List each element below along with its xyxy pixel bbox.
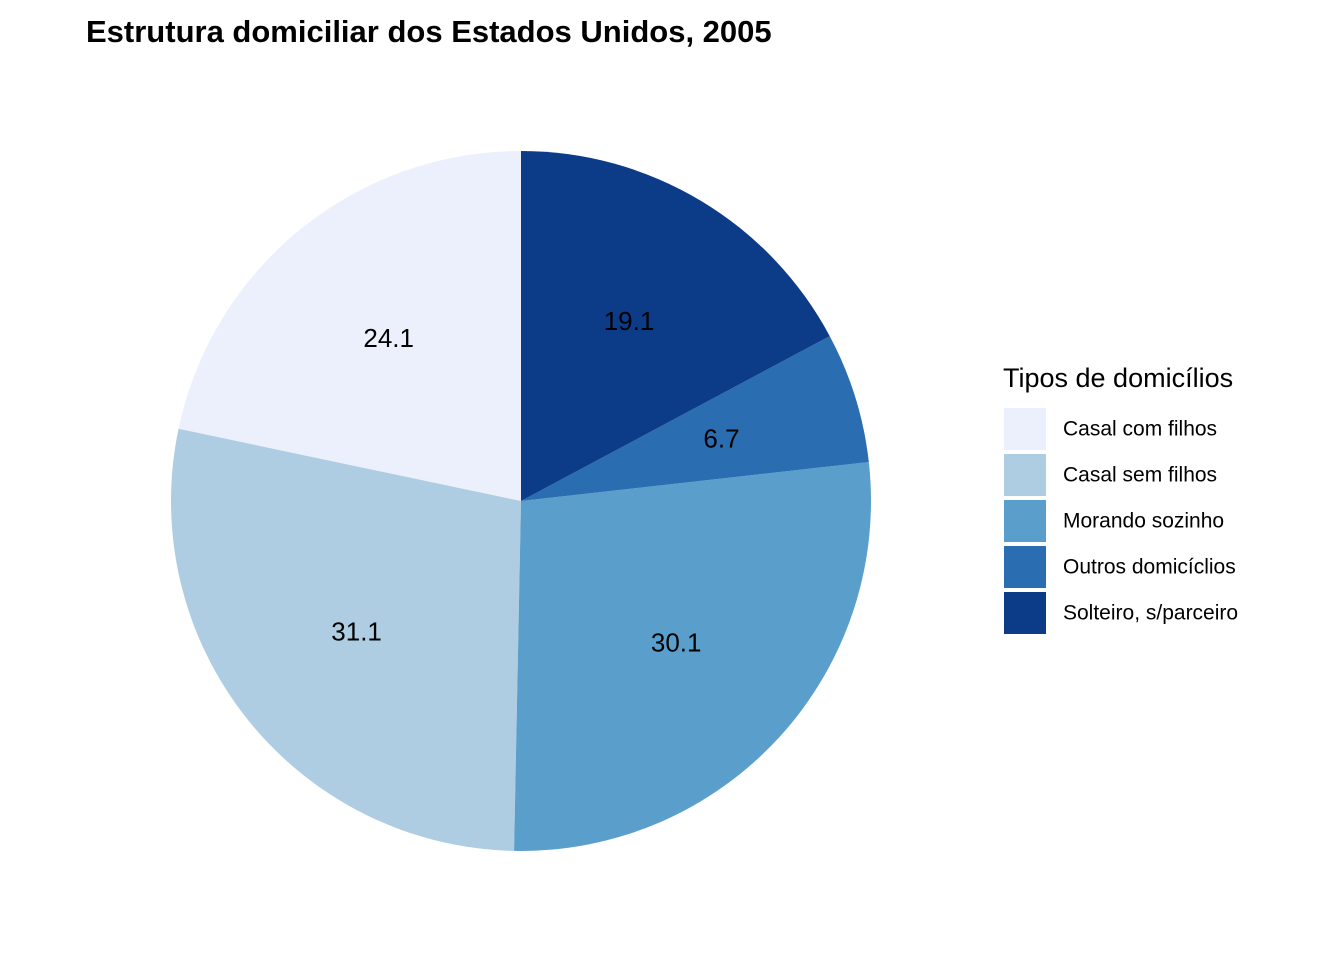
slice-value-label-0: 24.1 xyxy=(363,323,414,353)
legend-label-2: Morando sozinho xyxy=(1063,510,1224,533)
slice-value-label-4: 19.1 xyxy=(604,306,655,336)
slice-value-label-2: 30.1 xyxy=(651,628,702,658)
chart-title: Estrutura domiciliar dos Estados Unidos,… xyxy=(86,14,772,49)
legend-key-0 xyxy=(1004,408,1046,450)
pie-slice-0 xyxy=(178,150,521,501)
pie-slice-2 xyxy=(514,461,872,851)
pie-slice-4 xyxy=(521,151,830,501)
legend-label-3: Outros domicíclios xyxy=(1063,556,1236,579)
pie-slice-3 xyxy=(521,336,869,501)
legend-items: Casal com filhos Casal sem filhos Morando … xyxy=(1004,408,1238,634)
legend-label-1: Casal sem filhos xyxy=(1063,464,1217,487)
legend-label-4: Solteiro, s/parceiro xyxy=(1063,602,1238,625)
legend-key-3 xyxy=(1004,546,1046,588)
legend-key-1 xyxy=(1004,454,1046,496)
pie-labels: 24.1 31.1 30.1 6.7 19.1 xyxy=(331,306,739,658)
legend-title: Tipos de domicílios xyxy=(1003,363,1233,393)
slice-value-label-3: 6.7 xyxy=(703,424,739,454)
legend-label-0: Casal com filhos xyxy=(1063,418,1217,441)
pie-slices xyxy=(170,150,872,851)
legend-key-2 xyxy=(1004,500,1046,542)
slice-value-label-1: 31.1 xyxy=(331,617,382,647)
legend-key-4 xyxy=(1004,592,1046,634)
pie-slice-1 xyxy=(170,428,521,851)
legend: Tipos de domicílios Casal com filhosCasa… xyxy=(1003,363,1238,634)
